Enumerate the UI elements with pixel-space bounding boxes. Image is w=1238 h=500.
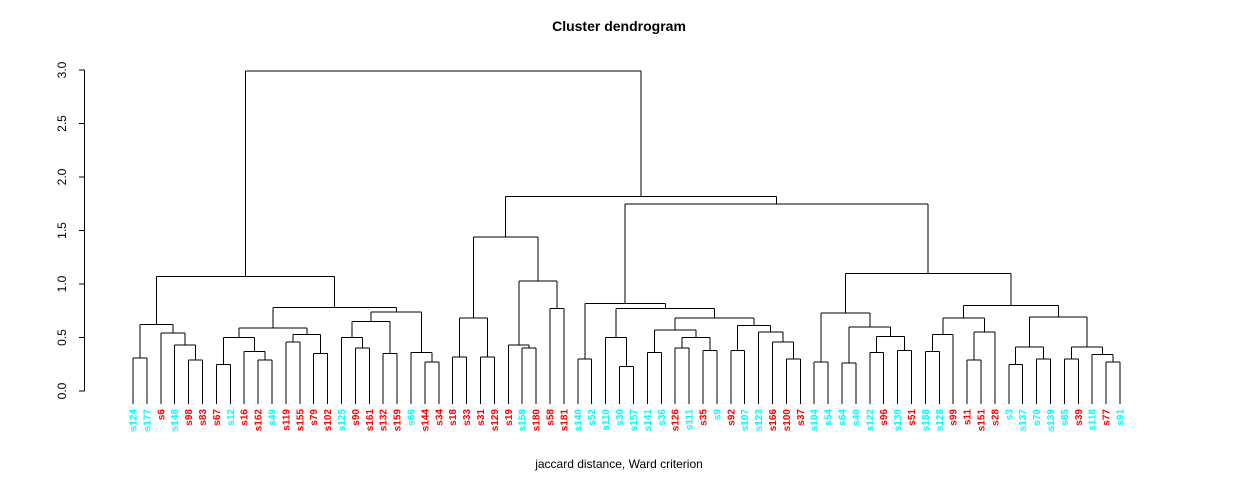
leaf-label: s102 xyxy=(323,409,334,432)
leaf-label: s107 xyxy=(740,409,751,432)
y-axis-tick-label: 2.0 xyxy=(55,168,69,185)
leaf-label: s40 xyxy=(851,409,862,426)
leaf-label: s9 xyxy=(712,409,723,421)
leaf-label: s98 xyxy=(184,409,195,426)
leaf-label: s129 xyxy=(490,409,501,432)
leaf-label: s148 xyxy=(170,409,181,432)
y-axis: 0.0 0.5 1.0 1.5 2.0 2.5 3.0 xyxy=(55,61,85,399)
leaf-label: s111 xyxy=(685,409,696,431)
leaf-label: s58 xyxy=(546,409,557,426)
y-axis-tick-label: 1.5 xyxy=(55,222,69,239)
leaf-label: s100 xyxy=(782,409,793,432)
leaf-label: s11 xyxy=(963,409,974,426)
leaf-label: s159 xyxy=(393,409,404,432)
leaf-label: s85 xyxy=(1060,409,1071,426)
y-axis-tick-label: 2.5 xyxy=(55,115,69,132)
leaf-label: s128 xyxy=(935,409,946,432)
y-axis-tick-label: 0.0 xyxy=(55,382,69,399)
leaf-label: s99 xyxy=(949,409,960,426)
leaf-label: s162 xyxy=(254,409,265,432)
leaf-labels: s124 s177 s6 s148 s98 s83 s67 s12 s16 s162 s49 s119… xyxy=(129,409,1127,432)
leaf-label: s18 xyxy=(448,409,459,426)
leaf-label: s91 xyxy=(1116,409,1127,426)
chart-title: Cluster dendrogram xyxy=(552,18,686,34)
leaf-label: s19 xyxy=(504,409,515,426)
leaf-label: s130 xyxy=(893,409,904,432)
leaf-label: s139 xyxy=(1046,409,1057,432)
leaf-label: s3 xyxy=(1004,409,1015,421)
leaf-label: s30 xyxy=(615,409,626,426)
leaf-label: s28 xyxy=(990,409,1001,426)
leaf-label: s110 xyxy=(601,409,612,431)
leaf-label: s6 xyxy=(156,409,167,421)
leaf-label: s155 xyxy=(295,409,306,432)
leaf-label: s141 xyxy=(643,409,654,432)
leaf-label: s54 xyxy=(824,409,835,426)
leaf-label: s181 xyxy=(559,409,570,432)
leaf-label: s35 xyxy=(698,409,709,426)
leaf-label: s64 xyxy=(837,409,848,426)
leaf-label: s119 xyxy=(281,409,292,431)
leaf-label: s34 xyxy=(434,409,445,426)
leaf-label: s140 xyxy=(573,409,584,432)
leaf-label: s33 xyxy=(462,409,473,426)
leaf-label: s90 xyxy=(351,409,362,426)
leaf-label: s161 xyxy=(365,409,376,432)
leaf-label: s132 xyxy=(379,409,390,432)
dendrogram-tree xyxy=(132,70,1121,404)
leaf-label: s77 xyxy=(1102,409,1113,426)
leaf-label: s158 xyxy=(518,409,529,432)
leaf-label: s125 xyxy=(337,409,348,432)
leaf-label: s79 xyxy=(309,409,320,426)
leaf-label: s180 xyxy=(532,409,543,432)
leaf-label: s122 xyxy=(865,409,876,432)
leaf-label: s70 xyxy=(1032,409,1043,426)
leaf-label: s177 xyxy=(142,409,153,432)
leaf-label: s52 xyxy=(587,409,598,426)
leaf-label: s96 xyxy=(879,409,890,426)
leaf-label: s36 xyxy=(657,409,668,426)
leaf-label: s37 xyxy=(796,409,807,426)
leaf-label: s166 xyxy=(768,409,779,432)
leaf-label: s144 xyxy=(420,409,431,432)
leaf-label: s126 xyxy=(671,409,682,432)
x-axis-label: jaccard distance, Ward criterion xyxy=(535,457,703,471)
leaf-label: s188 xyxy=(921,409,932,432)
leaf-label: s16 xyxy=(240,409,251,426)
leaf-label: s124 xyxy=(129,409,140,432)
leaf-label: s104 xyxy=(810,409,821,432)
y-axis-tick-label: 0.5 xyxy=(55,329,69,346)
leaf-label: s157 xyxy=(629,409,640,432)
y-axis-tick-label: 3.0 xyxy=(55,61,69,78)
leaf-label: s49 xyxy=(268,409,279,426)
leaf-label: s39 xyxy=(1074,409,1085,426)
leaf-label: s92 xyxy=(726,409,737,426)
leaf-label: s67 xyxy=(212,409,223,426)
y-axis-tick-label: 1.0 xyxy=(55,275,69,292)
leaf-label: s123 xyxy=(754,409,765,432)
leaf-label: s31 xyxy=(476,409,487,426)
leaf-label: s118 xyxy=(1088,409,1099,431)
leaf-label: s66 xyxy=(407,409,418,426)
leaf-label: s12 xyxy=(226,409,237,426)
leaf-label: s151 xyxy=(976,409,987,432)
leaf-label: s83 xyxy=(198,409,209,426)
leaf-label: s137 xyxy=(1018,409,1029,432)
leaf-label: s51 xyxy=(907,409,918,426)
